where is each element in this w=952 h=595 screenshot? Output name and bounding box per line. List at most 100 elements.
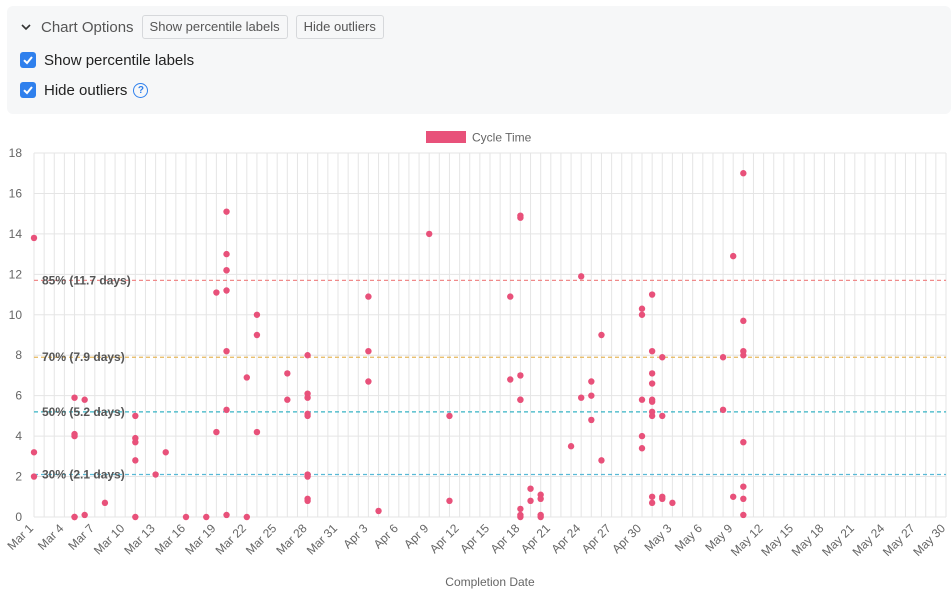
data-point	[740, 483, 747, 490]
x-tick-label: May 27	[880, 521, 918, 559]
data-point	[659, 495, 666, 502]
data-point	[730, 493, 737, 500]
data-point	[527, 485, 534, 492]
data-point	[598, 457, 605, 464]
show-percentile-checkbox[interactable]	[20, 52, 36, 68]
y-tick-label: 14	[9, 227, 23, 241]
data-point	[648, 380, 656, 387]
x-tick-label: Mar 22	[213, 521, 250, 558]
data-point	[598, 331, 605, 339]
data-point	[648, 398, 656, 405]
data-point	[223, 511, 230, 519]
data-point	[567, 443, 575, 450]
data-point	[588, 378, 595, 385]
data-point	[740, 511, 747, 519]
data-point	[648, 499, 656, 507]
x-tick-label: May 24	[850, 521, 888, 559]
data-point	[648, 370, 656, 377]
data-point	[527, 497, 534, 505]
x-tick-label: May 30	[910, 521, 948, 559]
data-point	[578, 273, 585, 280]
show-percentile-chip[interactable]: Show percentile labels	[141, 15, 288, 39]
data-point	[243, 374, 250, 381]
percentile-label: 50% (5.2 days)	[42, 405, 125, 419]
hide-outliers-chip[interactable]: Hide outliers	[295, 15, 384, 39]
data-point	[30, 234, 38, 242]
data-point	[365, 347, 372, 355]
data-point	[507, 293, 514, 300]
data-point	[638, 396, 646, 403]
question-circle-icon[interactable]: ?	[133, 82, 149, 98]
data-point	[638, 445, 646, 452]
x-tick-label: Mar 16	[152, 521, 189, 558]
data-point	[740, 170, 747, 177]
x-tick-label: Apr 24	[548, 521, 583, 556]
data-point	[243, 513, 250, 521]
y-tick-label: 2	[15, 470, 22, 484]
show-percentile-label: Show percentile labels	[44, 51, 195, 69]
x-tick-label: May 15	[758, 521, 796, 559]
data-point	[253, 428, 261, 436]
data-point	[648, 347, 656, 355]
data-point	[304, 394, 311, 401]
data-point	[638, 305, 646, 312]
x-tick-label: Apr 21	[518, 521, 553, 556]
x-tick-label: Mar 31	[304, 521, 341, 558]
data-point	[304, 497, 311, 505]
data-point	[213, 289, 220, 296]
hide-outliers-option[interactable]: Hide outliers ?	[20, 80, 149, 100]
x-tick-label: May 18	[789, 521, 827, 559]
data-point	[740, 438, 747, 446]
legend-label: Cycle Time	[472, 131, 532, 145]
hide-outliers-label: Hide outliers	[44, 81, 128, 99]
data-point	[152, 471, 159, 478]
show-percentile-option[interactable]: Show percentile labels	[20, 50, 194, 70]
data-point	[223, 208, 230, 215]
data-point	[375, 507, 382, 515]
x-tick-label: Mar 25	[243, 521, 280, 558]
chart-options-panel: Chart Options Show percentile labels Hid…	[7, 6, 951, 114]
data-point	[304, 473, 311, 480]
data-point	[578, 394, 585, 401]
check-icon	[23, 86, 33, 95]
chart-options-header[interactable]: Chart Options Show percentile labels Hid…	[19, 15, 384, 39]
data-point	[588, 392, 595, 399]
check-icon	[23, 56, 33, 65]
data-point	[740, 352, 747, 359]
data-point	[30, 473, 38, 480]
data-point	[659, 412, 666, 420]
data-point	[365, 293, 372, 300]
data-point	[71, 513, 78, 521]
data-point	[730, 252, 737, 260]
percentile-label: 85% (11.7 days)	[42, 273, 131, 287]
x-tick-label: Apr 15	[457, 521, 492, 556]
y-tick-label: 18	[9, 146, 23, 160]
data-point	[162, 449, 169, 456]
data-point	[284, 396, 291, 403]
x-tick-label: Apr 30	[609, 521, 644, 556]
data-point	[719, 406, 727, 414]
data-point	[132, 457, 139, 464]
data-point	[517, 212, 524, 219]
y-tick-label: 0	[15, 510, 22, 524]
percentile-label: 30% (2.1 days)	[42, 468, 125, 482]
data-point	[426, 230, 433, 238]
data-point	[537, 513, 544, 521]
data-point	[446, 412, 453, 420]
data-point	[507, 376, 514, 383]
x-tick-label: May 3	[642, 521, 675, 554]
data-point	[517, 372, 524, 379]
data-point	[365, 378, 372, 385]
chevron-down-icon[interactable]	[19, 20, 33, 34]
data-point	[638, 311, 646, 318]
hide-outliers-checkbox[interactable]	[20, 82, 36, 98]
data-point	[71, 394, 78, 401]
data-point	[740, 317, 747, 325]
data-point	[588, 416, 595, 424]
x-tick-label: Apr 12	[427, 521, 462, 556]
x-tick-label: Apr 18	[488, 521, 523, 556]
y-tick-label: 6	[15, 389, 22, 403]
data-point	[638, 432, 646, 440]
data-point	[304, 412, 311, 420]
